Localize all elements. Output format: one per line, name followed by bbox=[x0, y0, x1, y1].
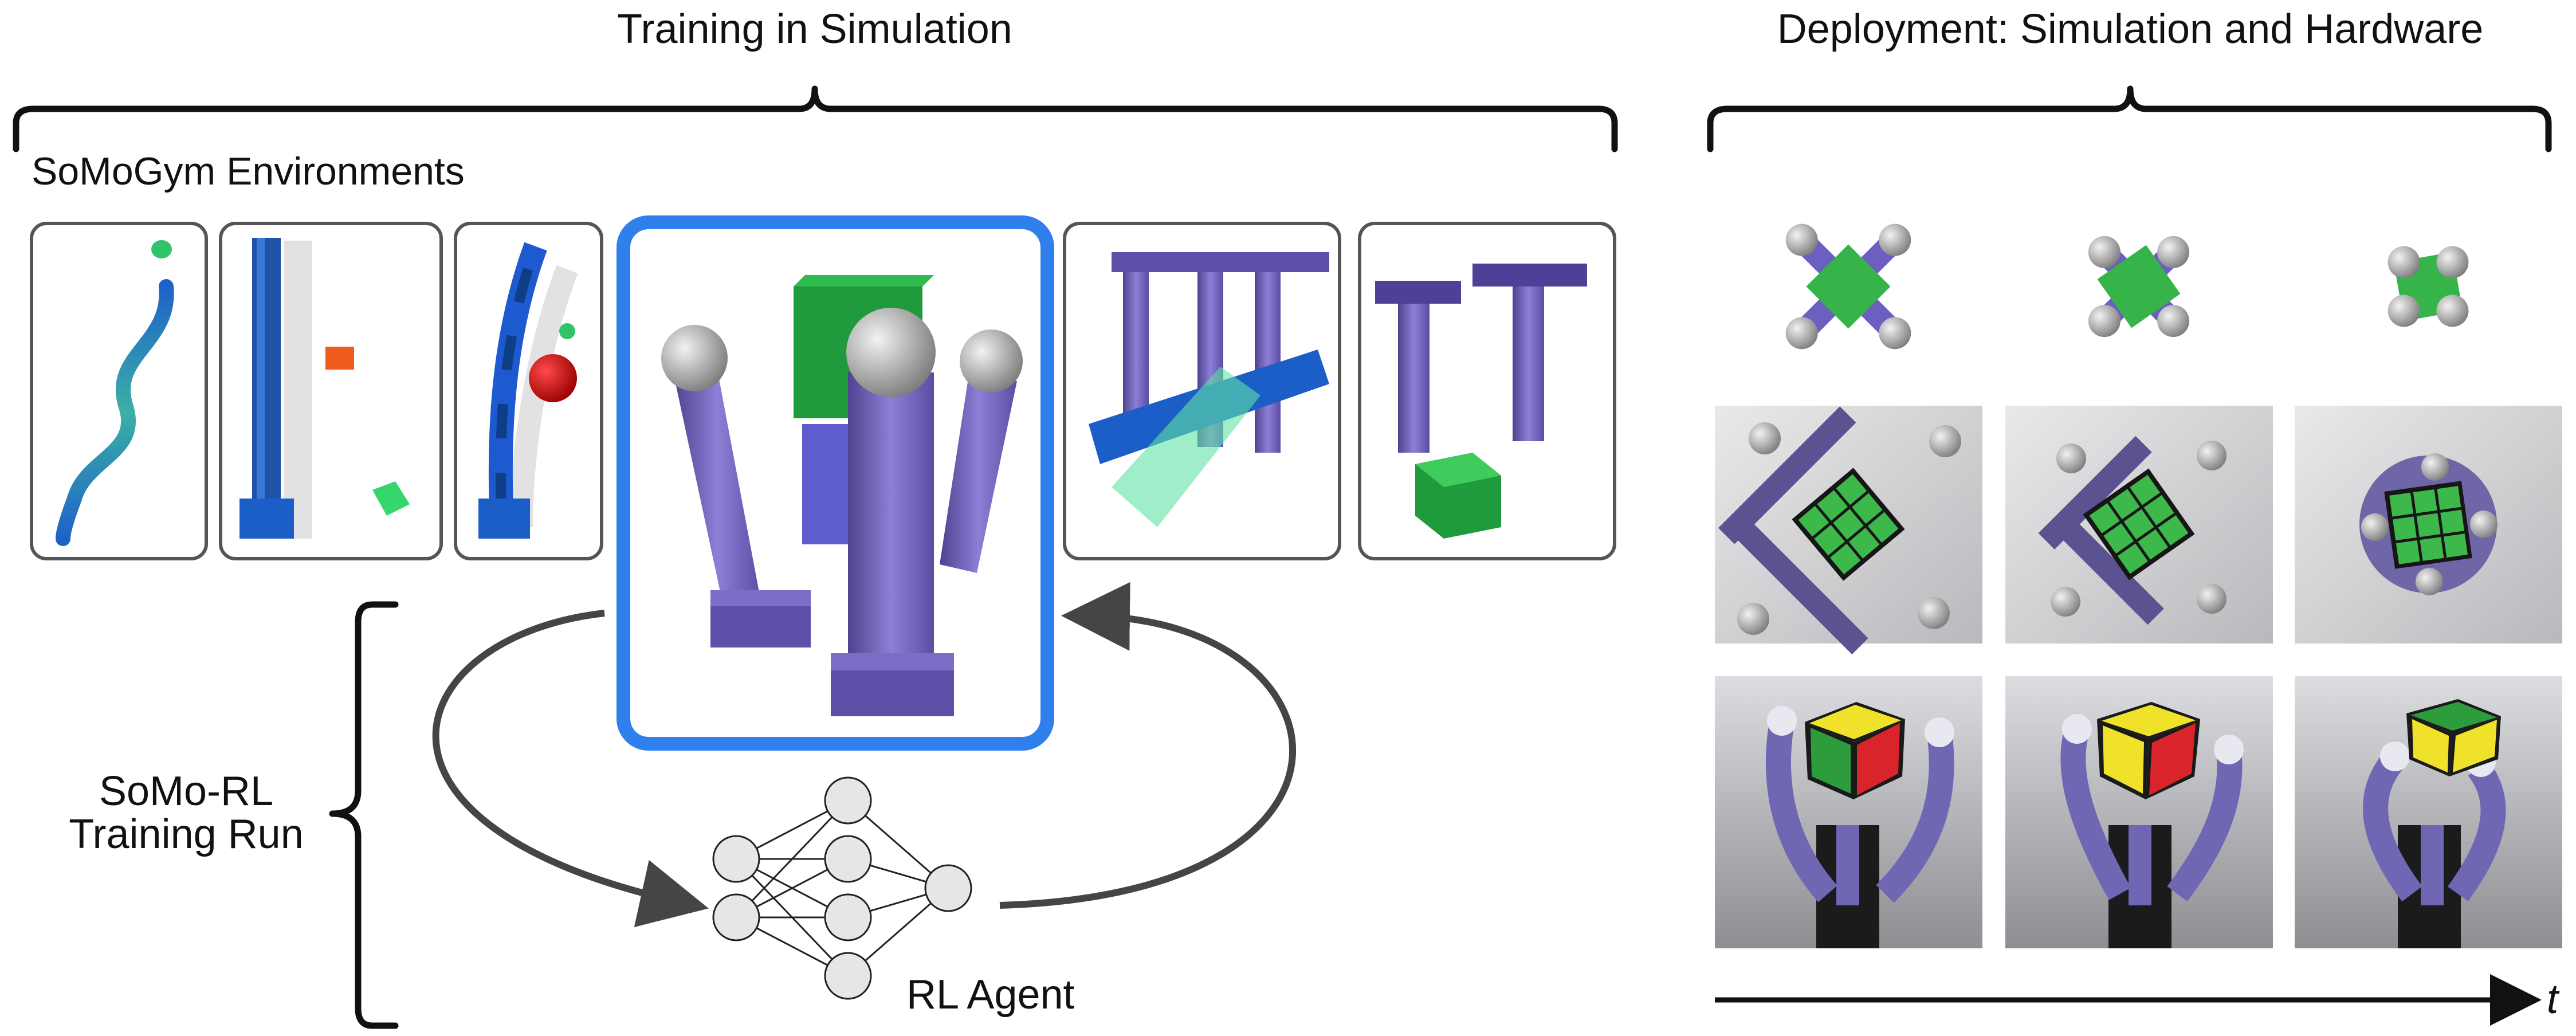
fingertip-sphere bbox=[2088, 236, 2121, 268]
rubiks-cube bbox=[1805, 702, 1905, 799]
fingertip-sphere bbox=[2436, 295, 2469, 327]
nn-node bbox=[824, 893, 872, 941]
loop-arrow-right bbox=[999, 582, 1297, 909]
finger-right bbox=[940, 329, 1023, 573]
green-target-region bbox=[1112, 367, 1260, 527]
deployment-hardware-side-row bbox=[1715, 676, 2562, 948]
training-run-brace bbox=[329, 601, 399, 1029]
deployment-hardware-top-row bbox=[1715, 406, 2562, 654]
rl-agent-label: RL Agent bbox=[906, 972, 1075, 1018]
vertical-arm bbox=[252, 238, 281, 507]
fingertip-sphere bbox=[1785, 317, 1818, 350]
fingertip-sphere bbox=[1785, 223, 1818, 256]
nn-node bbox=[924, 864, 972, 912]
finger-front bbox=[831, 308, 954, 716]
env-panel-reach-obstacle bbox=[454, 222, 603, 560]
env-panel-in-hand-manipulation bbox=[616, 215, 1054, 751]
fingertip-sphere bbox=[2436, 246, 2469, 278]
fingertip-sphere bbox=[2088, 305, 2121, 338]
fingertip-sphere bbox=[2157, 305, 2190, 338]
red-obstacle-sphere bbox=[529, 354, 577, 402]
environments-label: SoMoGym Environments bbox=[32, 150, 465, 193]
sim-cube bbox=[2097, 245, 2181, 328]
training-run-label-line2: Training Run bbox=[69, 811, 304, 857]
deployment-simulation-row bbox=[1785, 223, 2469, 350]
training-brace bbox=[13, 85, 1618, 152]
fingertip-sphere bbox=[2157, 236, 2190, 268]
arm-base bbox=[239, 499, 294, 539]
nn-node bbox=[824, 835, 872, 883]
nn-node bbox=[824, 776, 872, 825]
rubiks-cube bbox=[2097, 702, 2200, 799]
sim-frame-1 bbox=[1785, 223, 1911, 350]
hardware-side-frame-3 bbox=[2295, 676, 2562, 948]
env-panel-snake-reach bbox=[30, 222, 208, 560]
arm-base bbox=[478, 499, 530, 539]
sim-cube bbox=[1806, 244, 1891, 329]
nn-node bbox=[824, 952, 872, 1000]
nn-node bbox=[712, 893, 760, 941]
loop-arrow-left bbox=[432, 610, 709, 927]
hardware-top-frame-1 bbox=[1715, 406, 1982, 654]
fingertip-sphere bbox=[2387, 295, 2420, 327]
training-title: Training in Simulation bbox=[617, 6, 1012, 52]
hardware-top-frame-2 bbox=[2005, 406, 2273, 643]
green-goal-block bbox=[372, 481, 410, 516]
time-axis-label: t bbox=[2547, 976, 2560, 1022]
deployment-title: Deployment: Simulation and Hardware bbox=[1777, 6, 2484, 52]
finger-left bbox=[661, 325, 811, 647]
nn-connection bbox=[735, 799, 849, 919]
rubiks-cube bbox=[2406, 699, 2501, 776]
fingertip-sphere bbox=[1879, 317, 1911, 350]
env-panel-antipodal-grip bbox=[1063, 222, 1341, 560]
orange-block bbox=[325, 347, 354, 370]
nn-node bbox=[712, 835, 760, 883]
sim-frame-2 bbox=[2088, 236, 2190, 338]
neural-network-icon bbox=[712, 776, 972, 1000]
hardware-side-frame-2 bbox=[2005, 676, 2273, 948]
hardware-top-frame-3 bbox=[2295, 406, 2562, 643]
fingertip-sphere bbox=[2387, 246, 2420, 278]
hardware-side-frame-1 bbox=[1715, 676, 1982, 948]
deployment-brace bbox=[1707, 85, 2552, 152]
fingertip-sphere bbox=[1879, 223, 1911, 256]
env-panel-block-push bbox=[219, 222, 443, 560]
sim-frame-3 bbox=[2387, 246, 2469, 327]
reach-target-sphere bbox=[151, 240, 172, 258]
snake-arm bbox=[56, 279, 174, 546]
env-panel-box-lift bbox=[1358, 222, 1616, 560]
training-run-label-line1: SoMo-RL bbox=[99, 768, 273, 814]
reach-target-sphere bbox=[559, 323, 575, 339]
